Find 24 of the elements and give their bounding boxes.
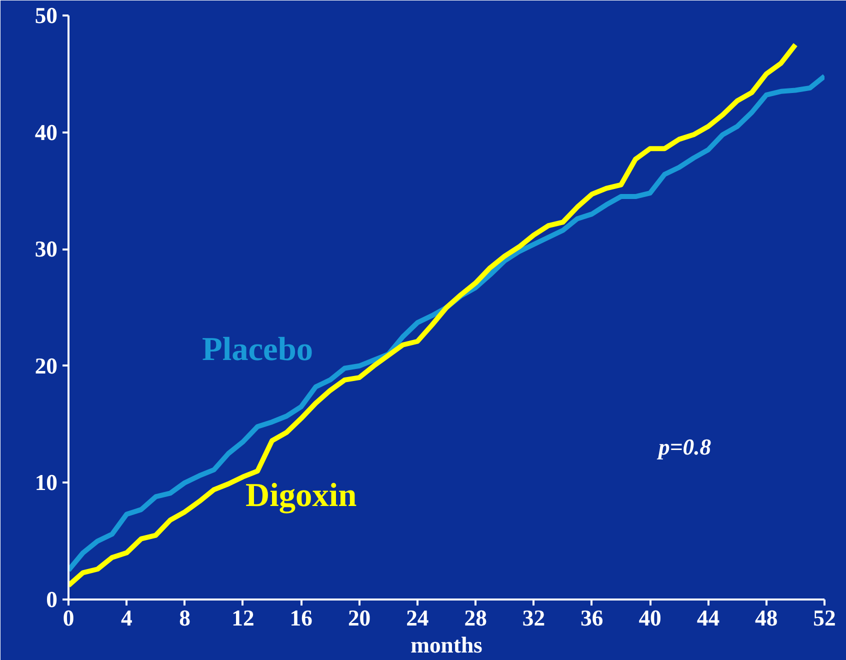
series-label: Placebo <box>202 331 314 368</box>
x-tick-label: 20 <box>348 606 371 630</box>
x-tick-label: 36 <box>580 606 604 630</box>
y-tick-label: 10 <box>34 470 58 496</box>
x-tick-label: 52 <box>813 606 836 630</box>
series-label: Digoxin <box>246 476 358 514</box>
x-tick-label: 12 <box>232 606 254 630</box>
x-tick-label: 44 <box>696 606 720 630</box>
y-tick-label: 50 <box>34 3 58 28</box>
x-tick-label: 28 <box>464 606 487 630</box>
y-tick-label: 40 <box>34 120 58 145</box>
x-tick-label: 8 <box>179 606 190 630</box>
x-axis-title: months <box>410 632 483 658</box>
y-tick-label: 30 <box>34 236 58 262</box>
annotation: p=0.8 <box>656 434 712 460</box>
y-tick-label: 20 <box>34 353 58 378</box>
x-tick-label: 48 <box>755 606 778 630</box>
y-tick-label: 0 <box>46 587 58 612</box>
x-tick-label: 4 <box>120 606 132 630</box>
x-tick-label: 16 <box>290 606 312 630</box>
x-tick-label: 0 <box>62 606 74 630</box>
x-tick-label: 32 <box>522 606 546 630</box>
x-tick-label: 24 <box>406 606 429 630</box>
x-tick-label: 40 <box>638 606 662 630</box>
